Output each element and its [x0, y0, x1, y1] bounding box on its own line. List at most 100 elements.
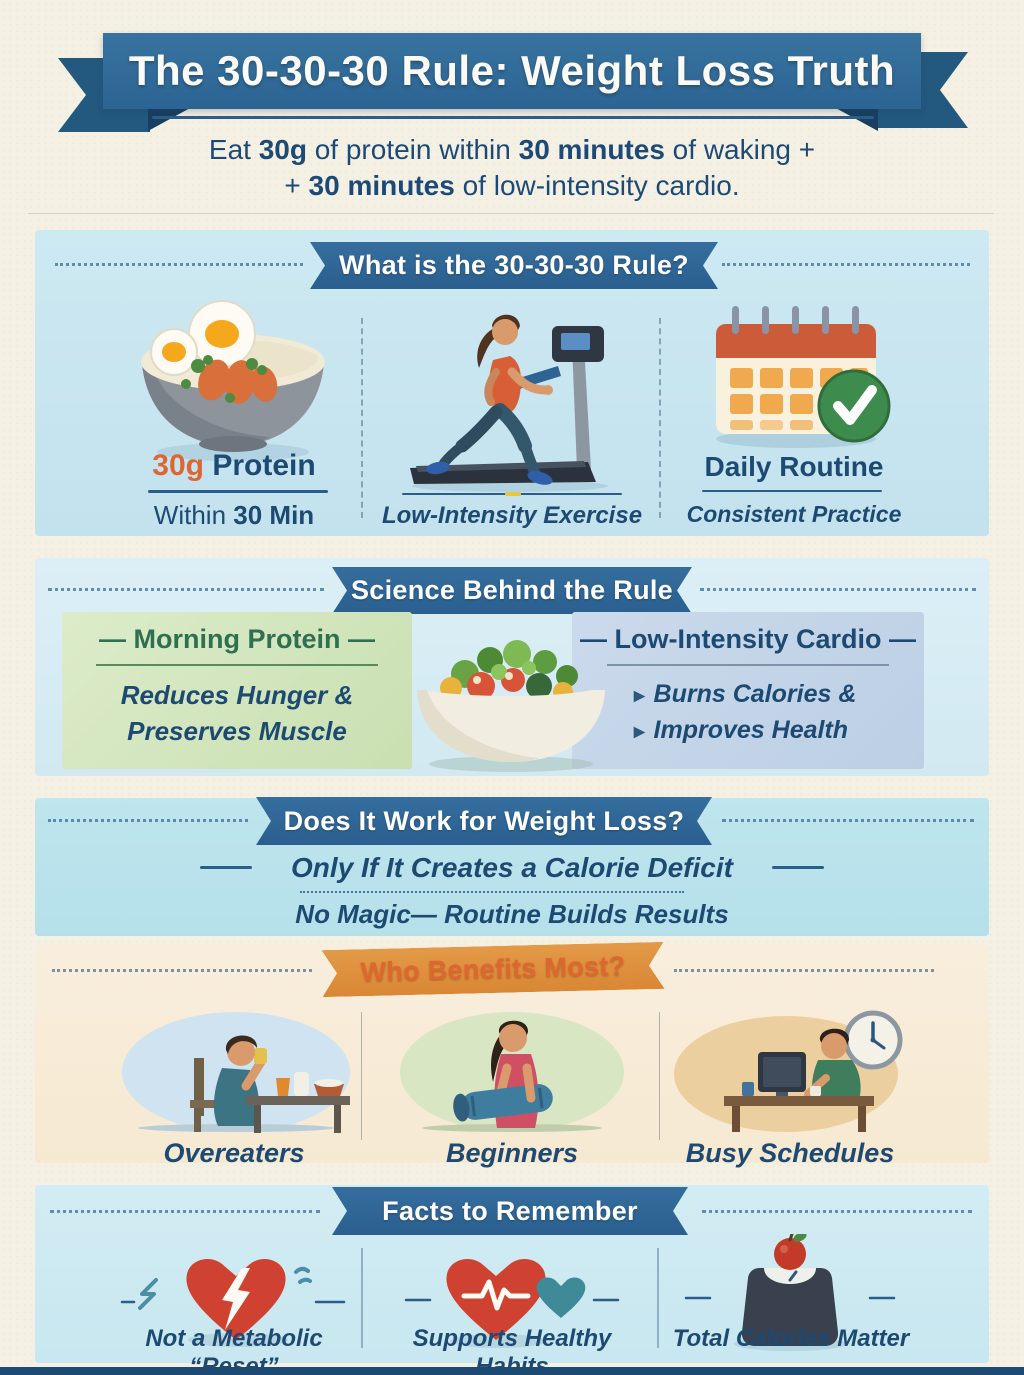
work-line2-rest: — Routine Builds Results — [410, 899, 729, 929]
col1-subtitle-pre: Within — [153, 500, 234, 530]
dotted-separator — [674, 969, 934, 972]
section-science-banner-text: Science Behind the Rule — [351, 575, 673, 605]
calendar-check-illustration — [716, 306, 891, 448]
page-title-text: The 30-30-30 Rule: Weight Loss Truth — [128, 47, 896, 94]
section-what-banner: What is the 30-30-30 Rule? — [310, 242, 718, 289]
subtitle-text: of low-intensity cardio. — [454, 170, 740, 201]
column-divider — [361, 318, 363, 518]
fact-label-supports-habits: Supports Healthy Habits — [392, 1325, 632, 1375]
dotted-separator — [700, 588, 976, 591]
subtitle-text: Eat — [208, 134, 259, 165]
section-who-banner-text: Who Benefits Most? — [360, 950, 626, 988]
work-line2-bold: No Magic — [295, 899, 411, 929]
col1-title-amount: 30g — [152, 449, 204, 482]
cardio-title-text: — Low-Intensity Cardio — — [579, 624, 916, 654]
col1-title: 30g Protein — [118, 449, 350, 483]
page-title: The 30-30-30 Rule: Weight Loss Truth — [103, 33, 921, 109]
fact-label-pre: Not a — [145, 1325, 212, 1352]
dotted-separator — [52, 969, 312, 972]
fact-label-total-calories: Total Calories Matter — [668, 1325, 914, 1353]
title-ribbon-left-fold — [148, 107, 192, 131]
work-line-2: No Magic— Routine Builds Results — [0, 899, 1024, 930]
cardio-bullet-1: ▸ Burns Calories & — [634, 680, 856, 709]
morning-protein-line1: Reduces Hunger & — [62, 680, 412, 711]
col2-caption: Low-Intensity Exercise — [378, 502, 646, 530]
col3-divider — [702, 490, 882, 492]
fact-label-text: Supports Healthy Habits — [412, 1325, 612, 1375]
who-label-busy-schedules-text: Busy Schedules — [685, 1138, 895, 1168]
cardio-box: — Low-Intensity Cardio — ▸ Burns Calories… — [572, 612, 924, 769]
column-divider — [361, 1012, 362, 1140]
morning-protein-line2-text: Preserves Muscle — [127, 716, 347, 746]
col3-caption-text: Consistent Practice — [686, 501, 902, 527]
col1-subtitle-bold: 30 Min — [233, 500, 315, 530]
who-label-busy-schedules: Busy Schedules — [664, 1138, 916, 1169]
subtitle-text: of waking + — [664, 134, 816, 165]
dotted-separator — [722, 819, 974, 822]
section-facts-banner-text: Facts to Remember — [382, 1195, 638, 1226]
who-label-beginners-text: Beginners — [445, 1138, 579, 1168]
morning-protein-box: — Morning Protein — Reduces Hunger & Pre… — [62, 612, 412, 769]
column-divider — [659, 1012, 660, 1140]
bottom-border-strip — [0, 1367, 1024, 1375]
col2-divider-highlight — [505, 492, 521, 496]
dotted-separator — [722, 263, 970, 266]
subtitle-line-2: + 30 minutes of low-intensity cardio. — [0, 170, 1024, 202]
col1-subtitle: Within 30 Min — [108, 500, 360, 531]
bullet-triangle-icon: ▸ — [634, 720, 645, 743]
who-label-beginners: Beginners — [396, 1138, 628, 1169]
work-flank-dash-right — [772, 866, 824, 869]
col1-title-rest: Protein — [204, 449, 316, 482]
morning-protein-title-text: — Morning Protein — — [99, 624, 375, 654]
cardio-underline — [607, 664, 889, 666]
work-dotted-rule — [300, 891, 684, 893]
morning-protein-line2: Preserves Muscle — [62, 716, 412, 747]
cardio-bullet-1-text: Burns Calories & — [653, 680, 857, 708]
subtitle-text: of protein within — [306, 134, 519, 165]
dotted-separator — [50, 1210, 320, 1213]
who-label-overeaters: Overeaters — [118, 1138, 350, 1169]
title-underline — [152, 116, 874, 119]
work-line1-pre: Only If It Creates a — [291, 852, 545, 883]
heart-pulse-icon — [404, 1259, 620, 1348]
section-who-banner: Who Benefits Most? — [321, 942, 664, 997]
work-line-1: Only If It Creates a Calorie Deficit — [0, 852, 1024, 884]
section-facts-banner: Facts to Remember — [332, 1187, 688, 1235]
who-label-overeaters-text: Overeaters — [163, 1138, 305, 1168]
section-science-banner: Science Behind the Rule — [332, 567, 692, 614]
subtitle-line-1: Eat 30g of protein within 30 minutes of … — [0, 134, 1024, 166]
subtitle-text: + — [284, 170, 309, 201]
scale-apple-icon — [684, 1234, 896, 1351]
col1-divider — [148, 490, 328, 493]
dotted-separator — [48, 588, 324, 591]
col2-caption-text: Low-Intensity Exercise — [381, 502, 643, 529]
bullet-triangle-icon: ▸ — [634, 684, 645, 707]
column-divider — [657, 1248, 659, 1348]
protein-bowl-illustration — [141, 300, 325, 461]
cardio-bullet-2-text: Improves Health — [653, 716, 849, 744]
cardio-bullet-2: ▸ Improves Health — [634, 716, 848, 745]
heart-lightning-icon — [120, 1259, 346, 1347]
col3-caption: Consistent Practice — [686, 501, 902, 528]
section-work-banner: Does It Work for Weight Loss? — [256, 797, 712, 845]
col3-title-text: Daily Routine — [704, 451, 884, 482]
beginner-with-yoga-mat-illustration — [400, 1012, 624, 1132]
subtitle-bold: 30g — [258, 134, 307, 165]
morning-protein-title: — Morning Protein — — [62, 624, 412, 655]
cardio-title: — Low-Intensity Cardio — — [572, 624, 924, 655]
subtitle-bold: 30 minutes — [308, 170, 455, 201]
morning-protein-line1-text: Reduces Hunger & — [120, 680, 354, 710]
morning-protein-underline — [96, 664, 378, 666]
col3-title: Daily Routine — [688, 451, 900, 483]
fact-label-text: Total Calories Matter — [672, 1325, 910, 1352]
dotted-separator — [702, 1210, 972, 1213]
overeater-at-table-illustration — [122, 1012, 350, 1133]
salad-bowl-illustration — [417, 640, 605, 772]
busy-worker-at-desk-illustration — [674, 1010, 903, 1132]
dotted-separator — [55, 263, 303, 266]
column-divider — [361, 1248, 363, 1348]
dotted-separator — [48, 819, 248, 822]
column-divider — [659, 318, 661, 518]
subtitle-bold: 30 minutes — [518, 134, 665, 165]
